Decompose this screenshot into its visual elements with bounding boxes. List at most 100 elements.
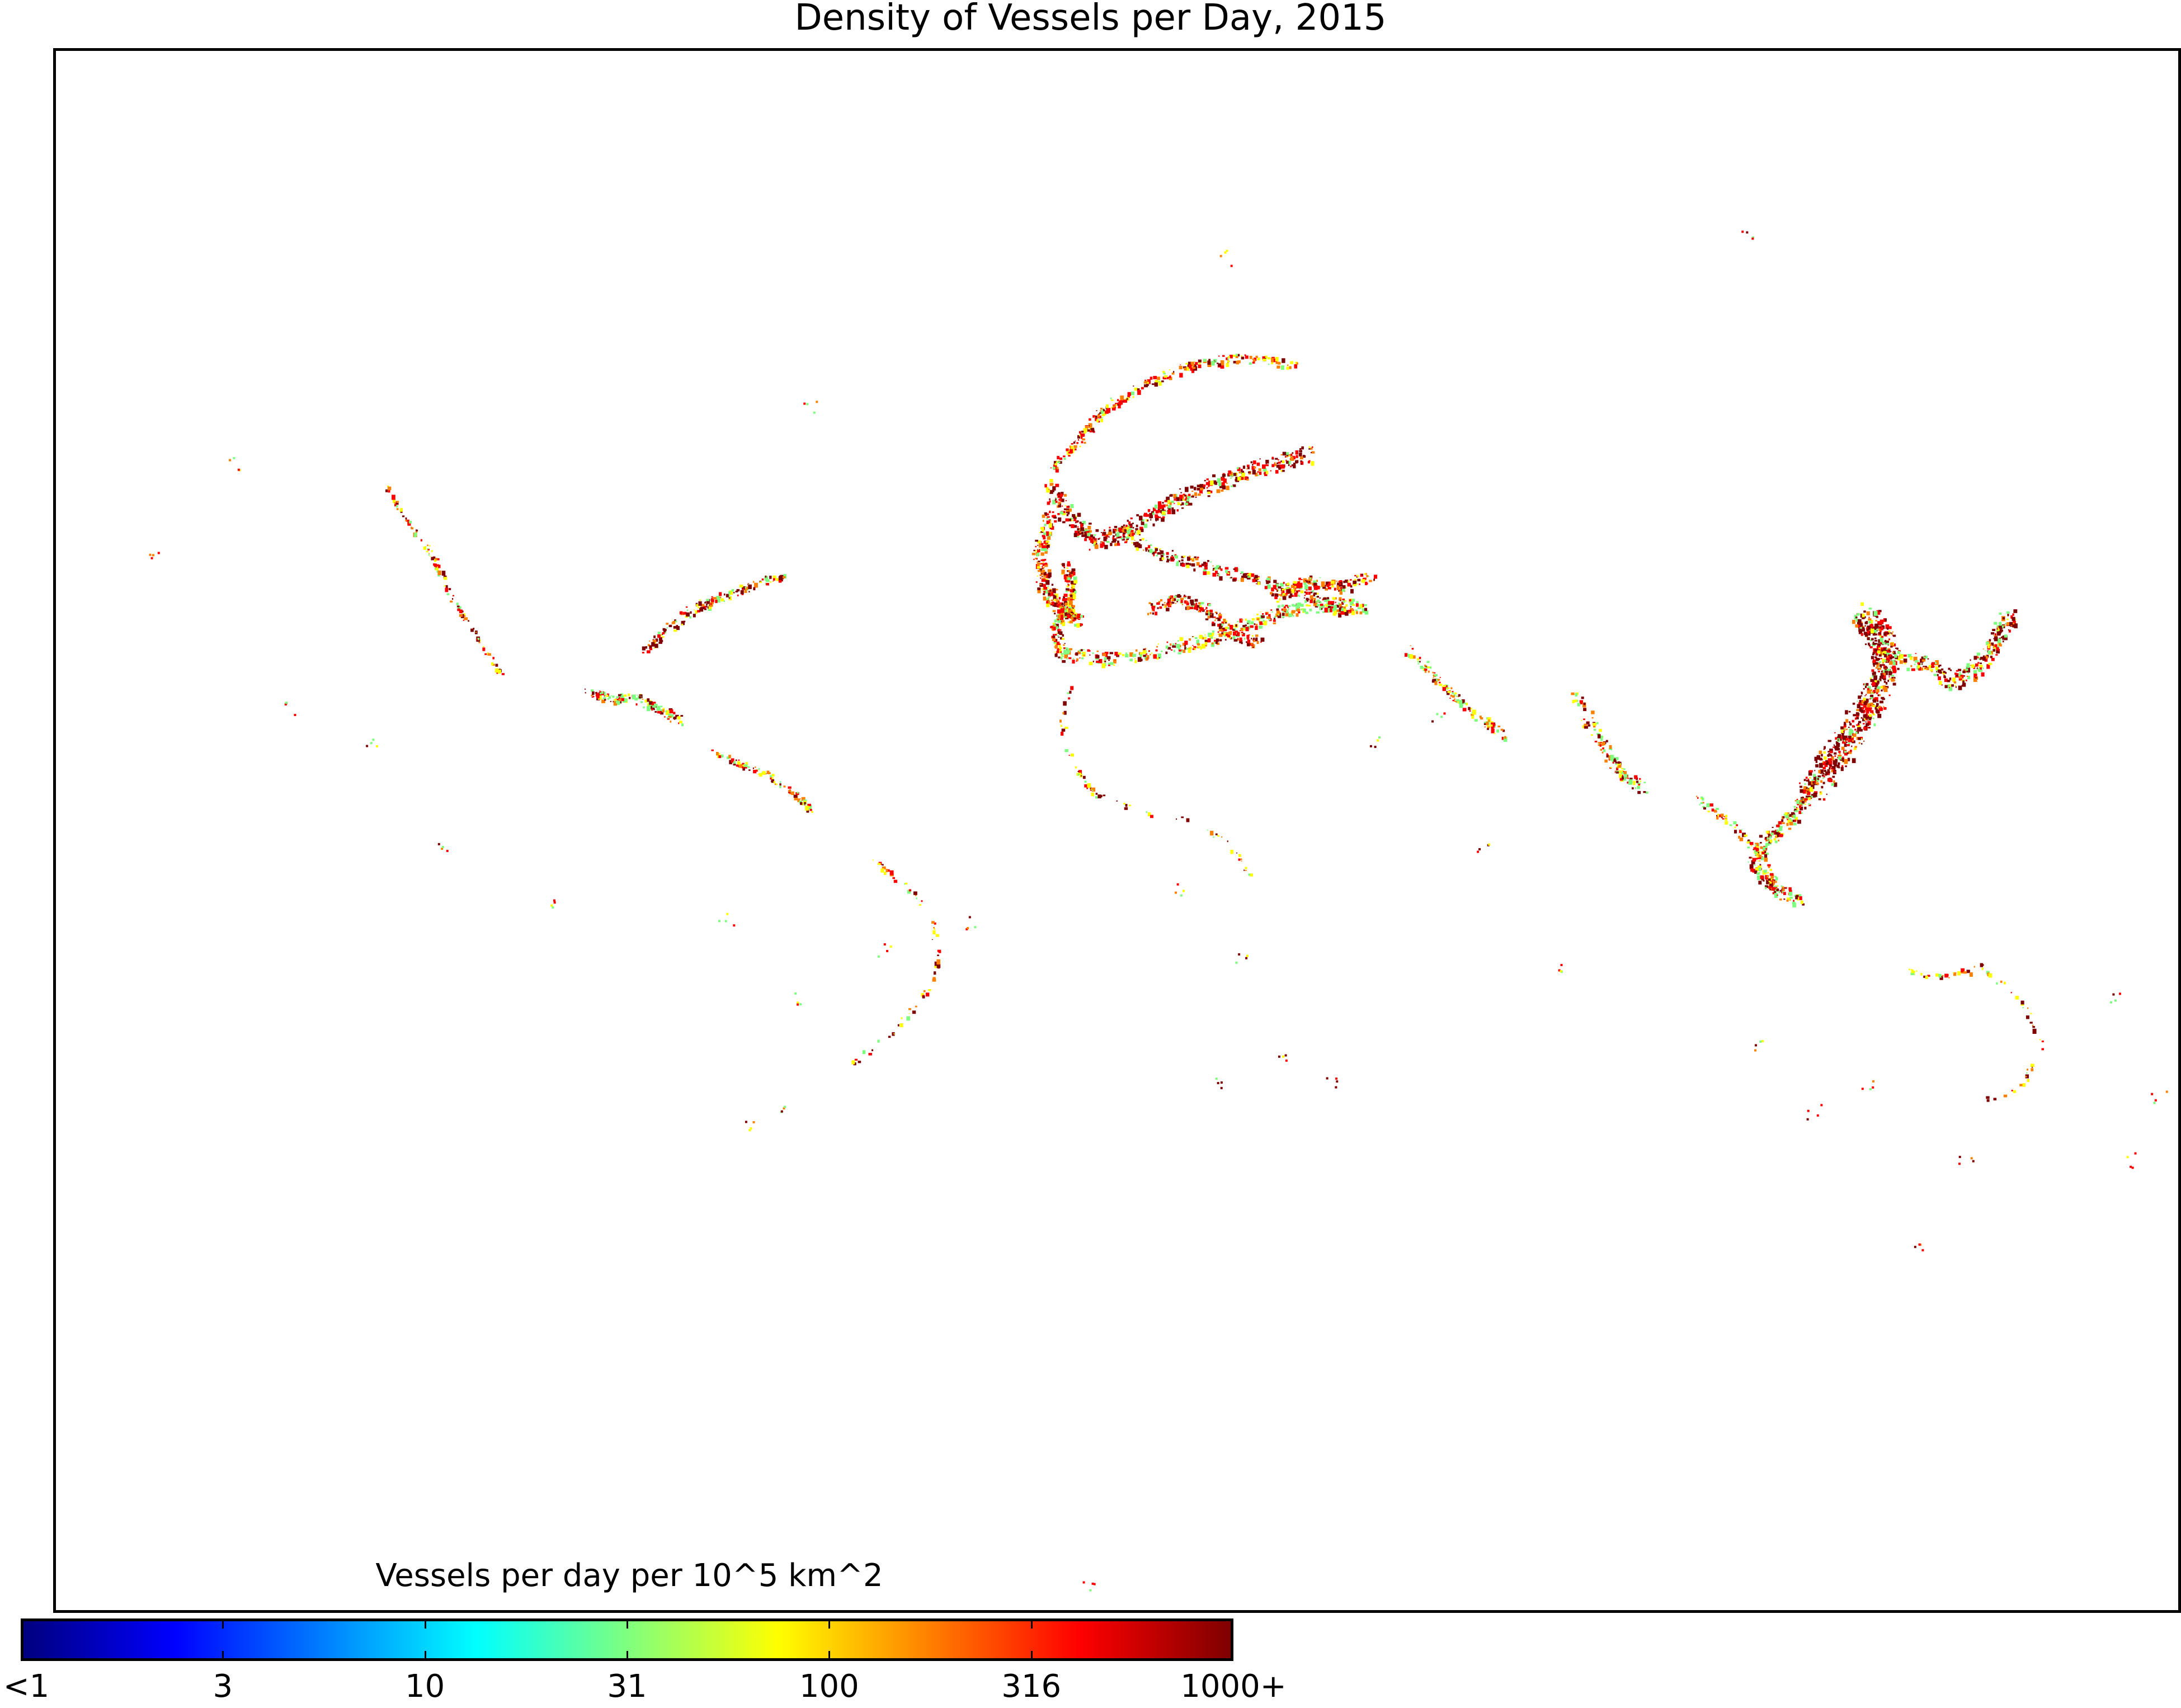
density-cell: [372, 738, 375, 741]
density-cell: [653, 635, 656, 638]
density-cell: [1822, 798, 1826, 801]
density-cell: [1816, 1114, 1819, 1117]
density-cell: [1281, 464, 1285, 469]
density-cell: [1596, 722, 1599, 724]
density-cell: [728, 591, 731, 594]
density-cell: [1333, 610, 1337, 615]
density-cell: [1355, 603, 1359, 607]
density-cell: [1965, 679, 1967, 681]
density-cell: [1048, 537, 1051, 539]
density-cell: [1239, 639, 1243, 643]
density-cell: [1174, 598, 1176, 601]
density-cell: [1845, 765, 1847, 768]
density-cell: [765, 575, 767, 578]
density-cell: [1075, 615, 1078, 618]
density-cell: [1807, 778, 1810, 780]
density-cell: [1725, 815, 1728, 817]
density-cell: [1148, 812, 1151, 816]
density-cell: [1604, 759, 1608, 763]
density-cell: [1890, 654, 1892, 657]
density-cell: [1304, 600, 1307, 603]
colorbar-tick-mark: [424, 1618, 426, 1629]
density-cell: [1287, 605, 1289, 608]
density-cell: [1766, 831, 1769, 834]
density-cell: [1914, 664, 1916, 665]
density-cell: [1820, 780, 1822, 783]
density-cell: [1944, 686, 1946, 689]
density-cell: [1577, 700, 1579, 702]
density-cell: [1764, 858, 1768, 862]
density-cell: [1778, 891, 1781, 893]
density-cell: [801, 797, 805, 801]
density-cell: [908, 1013, 910, 1014]
density-cell: [1862, 707, 1864, 709]
density-cell: [1837, 736, 1841, 739]
density-cell: [1235, 961, 1238, 964]
density-cell: [1772, 885, 1774, 887]
density-cell: [889, 870, 894, 876]
density-cell: [1366, 575, 1369, 577]
density-cell: [1829, 761, 1833, 766]
density-cell: [652, 702, 656, 705]
density-cell: [1084, 784, 1088, 788]
density-cell: [1136, 514, 1139, 517]
density-cell: [1042, 514, 1045, 518]
density-cell: [1035, 539, 1038, 542]
density-cell: [1885, 681, 1888, 685]
density-cell: [1171, 373, 1175, 375]
density-cell: [1947, 684, 1950, 688]
density-cell: [1838, 751, 1841, 754]
density-cell: [1881, 670, 1883, 673]
density-cell: [1313, 601, 1316, 604]
density-cell: [1330, 601, 1335, 604]
density-cell: [733, 764, 736, 766]
density-cell: [1324, 608, 1328, 613]
density-cell: [370, 742, 373, 745]
density-cell: [1833, 746, 1835, 748]
density-cell: [1063, 567, 1066, 568]
density-cell: [934, 961, 939, 966]
density-cell: [1849, 739, 1852, 742]
density-cell: [1327, 606, 1331, 609]
density-cell: [1904, 655, 1907, 657]
density-cell: [1889, 678, 1891, 680]
density-cell: [1250, 461, 1253, 464]
density-cell: [647, 644, 650, 647]
density-cell: [1081, 441, 1084, 444]
density-cell: [1769, 882, 1773, 888]
density-cell: [1040, 548, 1045, 551]
density-cell: [1970, 665, 1971, 666]
density-cell: [745, 1121, 747, 1123]
density-cell: [1071, 753, 1075, 757]
density-cell: [1089, 523, 1092, 525]
density-cell: [1356, 601, 1359, 604]
density-cell: [1232, 625, 1235, 627]
density-cell: [1176, 643, 1180, 648]
density-cell: [1768, 878, 1771, 881]
density-cell: [1281, 608, 1284, 611]
density-cell: [1060, 651, 1062, 653]
density-cell: [1183, 595, 1186, 597]
density-cell: [1446, 690, 1448, 693]
density-cell: [1750, 868, 1754, 872]
density-cell: [1853, 747, 1857, 750]
density-cell: [1920, 667, 1924, 671]
density-cell: [1186, 818, 1190, 822]
density-cell: [1040, 552, 1044, 556]
density-cell: [1189, 606, 1193, 609]
density-cell: [1238, 854, 1241, 857]
density-cell: [790, 791, 792, 793]
density-cell: [1323, 597, 1327, 600]
density-cell: [1977, 662, 1980, 664]
density-cell: [1102, 543, 1105, 547]
density-cell: [1262, 356, 1265, 360]
density-cell: [1282, 590, 1284, 592]
density-cell: [1958, 676, 1962, 681]
density-cell: [1134, 658, 1136, 660]
density-cell: [1197, 556, 1199, 558]
colorbar-tick-label: 100: [799, 1668, 859, 1705]
density-cell: [1221, 477, 1225, 481]
density-cell: [1224, 639, 1227, 641]
density-cell: [1051, 592, 1054, 596]
density-cell: [1194, 646, 1197, 648]
